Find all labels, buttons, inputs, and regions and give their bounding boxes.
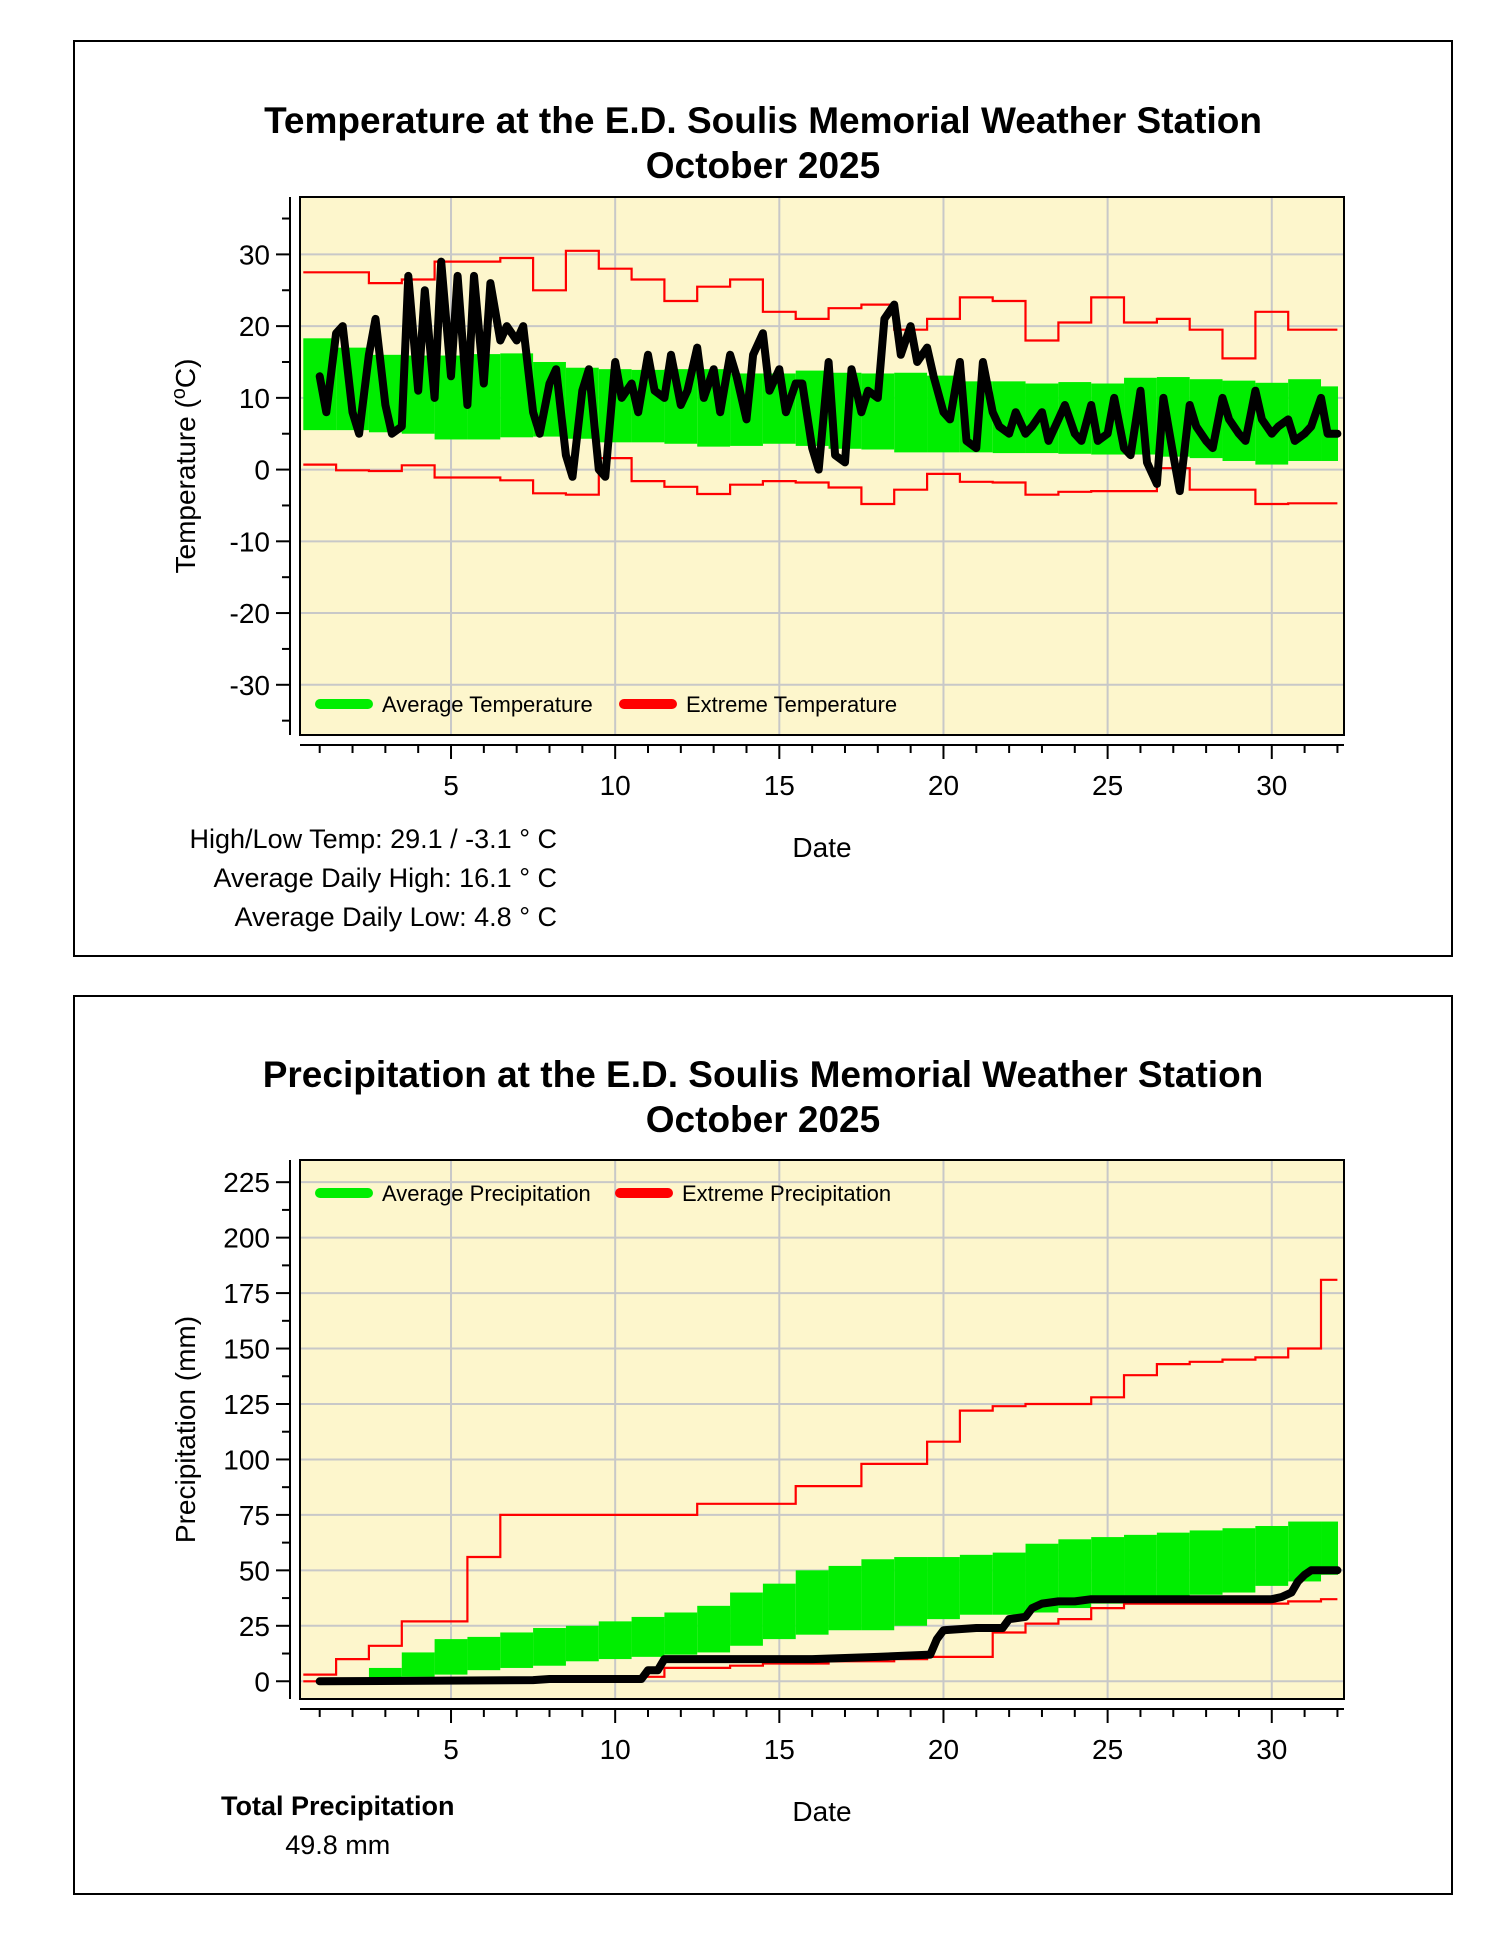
temperature-stats: High/Low Temp: 29.1 / -3.1 ° C Average D… [137,820,557,937]
temperature-chart: 5 10 15 20 25 30 Date -30 -20 -10 0 10 20 30 Temperatu… [168,196,1345,863]
precipitation-title-line1: Precipitation at the E.D. Soulis Memoria… [262,1054,1264,1095]
x-tick-label: 30 [1256,1734,1287,1765]
y-tick-label: 200 [223,1223,270,1254]
total-precipitation-label: Total Precipitation [221,1791,455,1821]
y-tick-label: 0 [254,455,270,486]
temperature-title-line1: Temperature at the E.D. Soulis Memorial … [264,100,1262,141]
y-axis-label: Precipitation (mm) [170,1316,201,1543]
average-band-segment [927,1557,960,1620]
extreme-line-extreme-high [303,249,1338,360]
average-band-segment [1255,1525,1289,1586]
average-band-segment [533,1628,566,1666]
legend-extreme-label: Extreme Precipitation [682,1181,891,1206]
x-tick-label: 15 [764,1734,795,1765]
average-band-segment [762,1583,796,1640]
extreme-line-extreme-max [303,1278,1338,1676]
temperature-title-line2: October 2025 [645,145,881,186]
y-tick-label: 225 [223,1167,270,1198]
observed-line [315,1566,1342,1686]
total-precipitation-value: 49.8 mm [285,1830,391,1860]
x-tick-label: 20 [928,770,959,801]
average-band-segment [1189,1530,1223,1595]
average-band-segment [1091,1537,1125,1604]
high-low-temp: High/Low Temp: 29.1 / -3.1 ° C [189,824,557,854]
precipitation-stats: Total Precipitation 49.8 mm [221,1787,455,1865]
average-band-segment [1321,1521,1338,1575]
y-tick-label: -30 [230,670,270,701]
y-tick-label: -20 [230,598,270,629]
average-daily-high: Average Daily High: 16.1 ° C [213,863,557,893]
average-band-segment [664,1612,698,1655]
legend-extreme-label: Extreme Temperature [686,692,897,717]
average-band-segment [697,1605,731,1653]
average-band-segment [795,1570,829,1635]
y-tick-label: 175 [223,1278,270,1309]
x-tick-label: 5 [443,770,459,801]
legend-average-label: Average Precipitation [382,1181,591,1206]
plot-frame [299,196,1345,736]
y-tick-label: 125 [223,1389,270,1420]
y-tick-label: 20 [239,311,270,342]
temperature-title: Temperature at the E.D. Soulis Memorial … [75,98,1451,188]
precipitation-panel: Precipitation at the E.D. Soulis Memoria… [73,995,1453,1895]
average-band-segment [828,1565,862,1631]
observed-line [315,257,1342,496]
y-tick-label: 30 [239,239,270,270]
y-tick-label: 25 [239,1611,270,1642]
average-band-segment [434,1639,468,1675]
legend-average-label: Average Temperature [382,692,593,717]
average-band-segment [894,372,928,453]
average-daily-low: Average Daily Low: 4.8 ° C [234,902,557,932]
y-tick-label: 0 [254,1666,270,1697]
y-tick-label: 10 [239,383,270,414]
precipitation-chart: 5 10 15 20 25 30 Date 0 25 50 75 100 125 150 175 200 225… [170,1159,1345,1827]
average-band-segment [1156,1532,1190,1597]
precipitation-title-line2: October 2025 [645,1099,881,1140]
x-axis-label: Date [792,832,851,863]
average-band-segment [730,1592,763,1646]
average-band-segment [401,1652,435,1677]
average-band-segment [467,1636,501,1671]
x-axis-label: Date [792,1796,851,1827]
temperature-panel: Temperature at the E.D. Soulis Memorial … [73,40,1453,957]
average-band-segment [598,1621,632,1660]
y-tick-label: 75 [239,1500,270,1531]
average-band-segment [959,1554,993,1615]
average-band-segment [1124,1534,1157,1600]
average-band-segment [1222,1528,1256,1593]
precipitation-title: Precipitation at the E.D. Soulis Memoria… [75,1052,1451,1142]
average-band-segment [565,1625,599,1662]
average-band-segment [631,1616,665,1657]
y-axis-label: Temperature (oC) [168,359,201,574]
average-band-segment [992,1552,1026,1615]
x-tick-label: 25 [1092,770,1123,801]
y-tick-label: 50 [239,1555,270,1586]
x-tick-label: 25 [1092,1734,1123,1765]
x-tick-label: 20 [928,1734,959,1765]
y-tick-label: 150 [223,1334,270,1365]
average-band-segment [894,1557,928,1626]
x-tick-label: 10 [600,770,631,801]
x-tick-label: 5 [443,1734,459,1765]
y-tick-label: 100 [223,1444,270,1475]
plot-frame [299,1159,1345,1700]
x-tick-label: 10 [600,1734,631,1765]
x-tick-label: 30 [1256,770,1287,801]
x-tick-label: 15 [764,770,795,801]
average-band-segment [861,1559,895,1631]
average-band-segment [500,1632,534,1668]
y-tick-label: -10 [230,526,270,557]
